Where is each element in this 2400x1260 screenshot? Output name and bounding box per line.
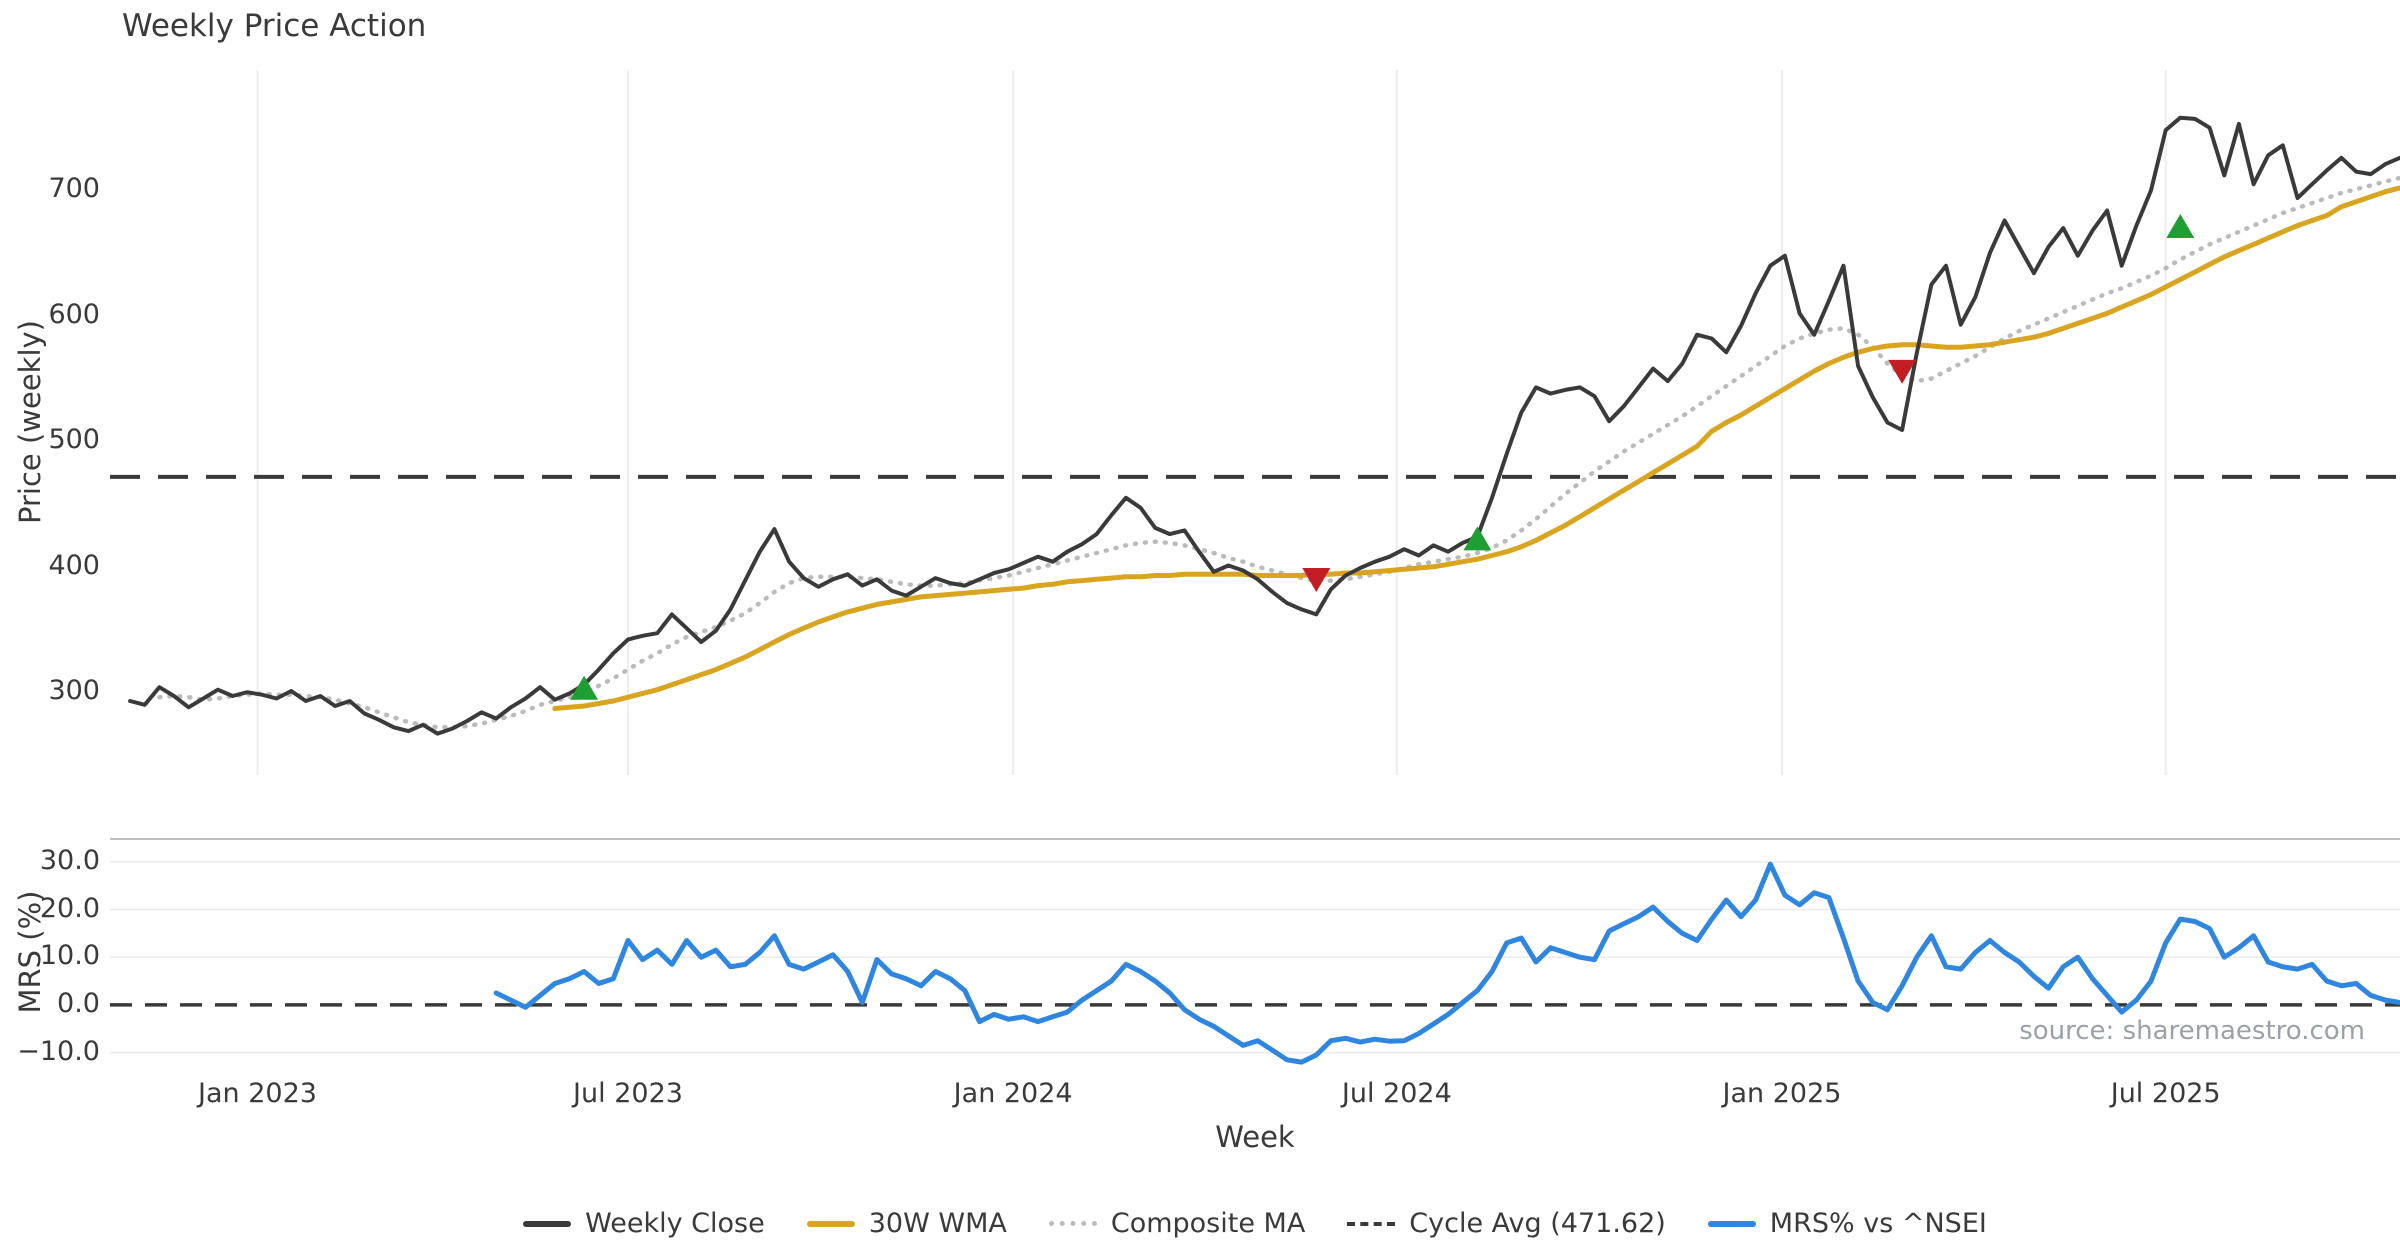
mrs-y-tick-label: −10.0 [17, 1035, 100, 1067]
sell-signal-marker-icon [1888, 359, 1917, 384]
composite-ma-line [157, 175, 2400, 730]
legend-item-mrs: MRS% vs ^NSEI [1707, 1208, 1987, 1239]
x-tick-label: Jan 2025 [1722, 1078, 1842, 1109]
price-y-tick-label: 400 [48, 549, 100, 581]
legend-label: Weekly Close [585, 1208, 765, 1239]
price-y-axis-label: Price (weekly) [13, 319, 47, 525]
weekly-close-line-swatch-icon [523, 1220, 572, 1227]
x-tick-label: Jul 2023 [573, 1078, 683, 1109]
mrs-line-swatch-icon [1707, 1220, 1756, 1227]
mrs-y-tick-label: 10.0 [39, 940, 100, 972]
legend-item-30w-wma: 30W WMA [806, 1208, 1007, 1239]
mrs-chart [110, 838, 2400, 1065]
buy-signal-marker-icon [2166, 214, 2195, 239]
legend-label: 30W WMA [868, 1208, 1007, 1239]
x-tick-label: Jan 2023 [198, 1078, 317, 1109]
buy-signal-marker-icon [570, 675, 599, 700]
mrs-y-tick-label: 0.0 [57, 987, 100, 1019]
wma-line-swatch-icon [806, 1220, 855, 1227]
x-tick-label: Jul 2024 [1341, 1078, 1452, 1109]
price-y-tick-label: 500 [48, 424, 100, 456]
legend-label: Composite MA [1110, 1208, 1306, 1239]
mrs-y-tick-label: 20.0 [39, 892, 100, 924]
x-axis-label: Week [1215, 1120, 1295, 1154]
weekly-close-line [128, 115, 2400, 736]
price-y-tick-label: 600 [48, 298, 100, 330]
legend-item-cycle-avg: Cycle Avg (471.62) [1347, 1208, 1666, 1239]
mrs-chart-canvas [110, 838, 2400, 1065]
page-title: Weekly Price Action [122, 8, 427, 44]
legend-label: Cycle Avg (471.62) [1409, 1208, 1666, 1239]
price-chart [110, 70, 2400, 775]
legend-item-weekly-close: Weekly Close [523, 1208, 765, 1239]
legend-label: MRS% vs ^NSEI [1769, 1208, 1987, 1239]
sell-signal-marker-icon [1302, 568, 1331, 593]
buy-signal-marker-icon [1463, 526, 1492, 551]
x-tick-label: Jan 2024 [953, 1078, 1073, 1109]
legend-item-composite-ma: Composite MA [1048, 1208, 1306, 1239]
price-y-tick-label: 300 [48, 675, 100, 707]
wma-line [552, 185, 2400, 711]
chart-legend: Weekly Close 30W WMA Composite MA Cycle … [110, 1208, 2400, 1239]
composite-ma-line-swatch-icon [1048, 1221, 1097, 1226]
mrs-y-tick-label: 30.0 [39, 844, 100, 876]
price-chart-canvas [110, 70, 2400, 775]
price-y-tick-label: 700 [48, 173, 100, 205]
x-tick-label: Jul 2025 [2110, 1078, 2221, 1109]
mrs-line [493, 861, 2400, 1065]
source-attribution: source: sharemaestro.com [2019, 1016, 2365, 1046]
cycle-avg-line-swatch-icon [1347, 1221, 1396, 1226]
